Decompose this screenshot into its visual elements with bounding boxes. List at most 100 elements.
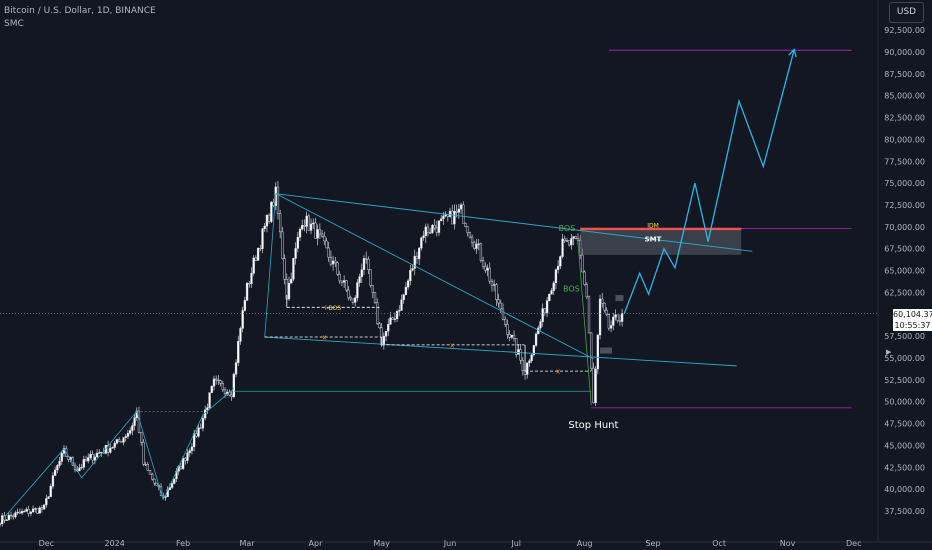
candle-body bbox=[391, 317, 394, 320]
price-axis[interactable]: 92,500.00 90,000.00 87,500.00 85,000.00 82,5… bbox=[877, 0, 932, 550]
candle-body bbox=[270, 201, 273, 222]
candle-body bbox=[89, 454, 92, 458]
candle-body bbox=[5, 519, 8, 522]
candle-body bbox=[596, 334, 599, 370]
zone-top-edge bbox=[580, 227, 742, 231]
candle-body bbox=[144, 463, 147, 466]
candle-body bbox=[210, 385, 213, 393]
y-tick-label: 90,000.00 bbox=[884, 48, 925, 57]
candle-body bbox=[479, 243, 483, 261]
candle-body bbox=[548, 293, 551, 301]
x-label-3: x bbox=[556, 368, 560, 376]
candle-body bbox=[609, 325, 613, 329]
candle-body bbox=[490, 280, 494, 286]
candle-body bbox=[354, 297, 357, 303]
candle-body bbox=[552, 282, 555, 291]
candle-body bbox=[60, 453, 63, 462]
candle-body bbox=[45, 498, 48, 506]
candle-body bbox=[356, 282, 359, 299]
candle-body bbox=[550, 290, 553, 295]
x-label-1: x bbox=[322, 334, 326, 342]
candle-body bbox=[515, 337, 518, 355]
candle-body bbox=[442, 215, 445, 220]
candle-body bbox=[342, 280, 346, 283]
candle-body bbox=[307, 215, 310, 231]
candle-body bbox=[517, 349, 520, 355]
candle-body bbox=[197, 427, 200, 437]
candle-body bbox=[455, 211, 458, 213]
candle-body bbox=[126, 433, 130, 437]
candle-body bbox=[252, 257, 255, 274]
candle-body bbox=[263, 225, 266, 229]
candle-body bbox=[451, 210, 454, 225]
smc-overlays: BOS BOS IDM SMT i-BOS x x x Stop Hunt bbox=[0, 48, 878, 518]
candle-body bbox=[398, 310, 401, 312]
candle-body bbox=[462, 204, 465, 224]
candle-body bbox=[301, 225, 304, 230]
candle-body bbox=[281, 231, 284, 259]
candle-body bbox=[453, 211, 456, 225]
candle-body bbox=[153, 478, 156, 484]
scroll-right-icon[interactable]: ▶ bbox=[886, 348, 892, 356]
candle-body bbox=[80, 466, 83, 469]
x-tick-label: Aug bbox=[577, 539, 593, 548]
candle-body bbox=[585, 284, 588, 298]
fvg-box bbox=[615, 295, 624, 302]
time-axis[interactable]: Dec 2024 Feb Mar Apr May Jun Jul Aug Sep Oct Nov Dec bbox=[0, 539, 932, 548]
x-tick-label: Nov bbox=[780, 539, 796, 548]
candle-body bbox=[457, 208, 461, 213]
candle-body bbox=[23, 510, 26, 513]
candle-body bbox=[91, 454, 94, 461]
candle-body bbox=[327, 247, 330, 258]
candle-body bbox=[51, 475, 55, 487]
chart-legend: Bitcoin / U.S. Dollar, 1D, BINANCE SMC bbox=[4, 5, 156, 31]
candle-body bbox=[265, 214, 269, 227]
candle-body bbox=[345, 280, 348, 291]
candle-body bbox=[254, 257, 258, 261]
candle-body bbox=[9, 514, 13, 517]
candle-body bbox=[1, 515, 4, 524]
x-tick-label: Feb bbox=[176, 539, 190, 548]
y-tick-label: 92,500.00 bbox=[884, 26, 925, 35]
currency-button[interactable]: USD bbox=[889, 2, 924, 23]
candle-body bbox=[473, 242, 476, 249]
candle-body bbox=[27, 509, 30, 514]
candle-body bbox=[109, 448, 112, 453]
candle-body bbox=[371, 285, 374, 293]
candle-body bbox=[539, 321, 542, 329]
candle-body bbox=[468, 232, 472, 238]
candle-body bbox=[208, 392, 211, 408]
candle-body bbox=[296, 236, 299, 249]
y-tick-label: 62,500.00 bbox=[884, 288, 925, 297]
candle-body bbox=[384, 331, 388, 337]
candle-body bbox=[554, 269, 558, 284]
candle-body bbox=[303, 225, 306, 227]
candle-body bbox=[497, 299, 500, 304]
candle-body bbox=[168, 487, 172, 490]
candle-body bbox=[318, 229, 322, 235]
candle-body bbox=[170, 483, 174, 488]
candle-body bbox=[592, 367, 595, 404]
x-tick-label: Apr bbox=[309, 539, 324, 548]
candle-body bbox=[234, 362, 238, 375]
candle-body bbox=[215, 378, 218, 381]
candle-body bbox=[131, 425, 134, 431]
y-tick-label: 57,500.00 bbox=[884, 332, 925, 341]
candle-body bbox=[195, 433, 198, 437]
candle-body bbox=[493, 284, 496, 286]
x-tick-label: Oct bbox=[712, 539, 726, 548]
structure-swing bbox=[136, 411, 164, 500]
structure-swing bbox=[4, 448, 65, 518]
y-tick-label: 72,500.00 bbox=[884, 201, 925, 210]
candle-body bbox=[614, 314, 617, 318]
smt-label: SMT bbox=[645, 236, 662, 244]
candle-body bbox=[38, 507, 41, 514]
candle-body bbox=[424, 226, 427, 236]
candle-body bbox=[186, 452, 189, 461]
candle-body bbox=[146, 464, 149, 471]
candle-body bbox=[413, 255, 416, 269]
candle-body bbox=[362, 258, 366, 270]
candle-body bbox=[199, 427, 202, 429]
structure-swing bbox=[81, 411, 138, 479]
